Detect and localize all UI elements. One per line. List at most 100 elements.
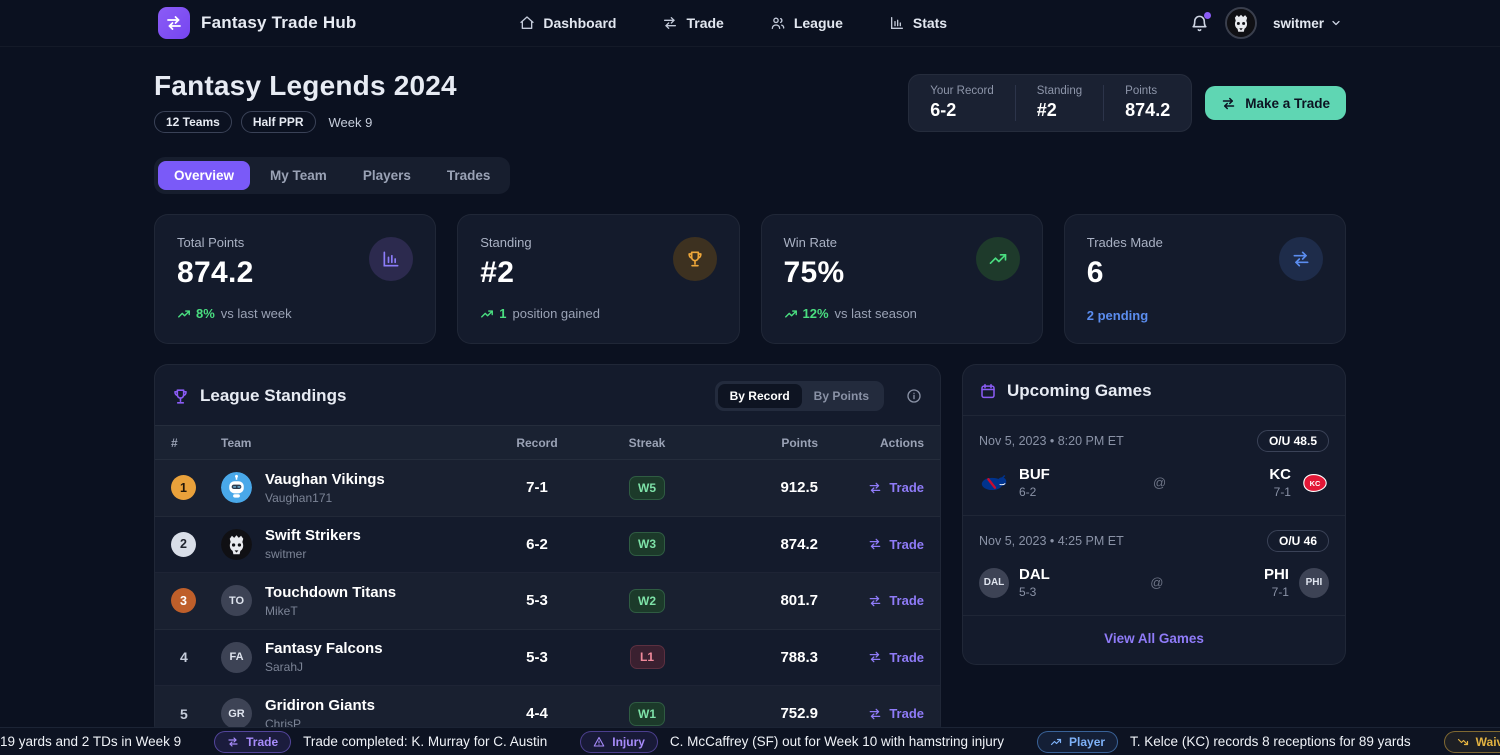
- trade-label: Trade: [889, 649, 924, 665]
- table-row-fantasy-falcons[interactable]: 4 FA Fantasy Falcons SarahJ 5-3 L1 788.3…: [155, 630, 940, 686]
- summary-points: Points 874.2: [1103, 85, 1191, 121]
- table-row-gridiron-giants[interactable]: 5 GR Gridiron Giants ChrisP 4-4 W1 752.9…: [155, 686, 940, 738]
- nav-league-label: League: [793, 15, 843, 31]
- initials-avatar: GR: [221, 698, 252, 730]
- stat-label: Win Rate: [783, 235, 837, 250]
- nav-trade[interactable]: Trade: [662, 15, 724, 31]
- notification-dot: [1203, 11, 1211, 19]
- record-cell: 7-1: [526, 479, 548, 497]
- trending-up-icon: [1050, 736, 1062, 748]
- swap-icon: [1279, 237, 1323, 281]
- tab-players[interactable]: Players: [362, 168, 411, 183]
- trend-caption: vs last season: [834, 306, 917, 321]
- badge-label: Player: [1069, 734, 1106, 749]
- trade-label: Trade: [889, 536, 924, 552]
- swap-icon: [1221, 96, 1236, 111]
- brand[interactable]: Fantasy Trade Hub: [158, 7, 357, 39]
- toggle-by-record[interactable]: By Record: [717, 384, 802, 408]
- ticker-text: T. Kelce (KC) records 8 receptions for 8…: [1130, 734, 1411, 749]
- svg-text:KC: KC: [1310, 478, 1321, 487]
- stat-card-trades-made: Trades Made 6 2 pending: [1063, 214, 1346, 344]
- stat-cards: Total Points 874.2 8% vs last week Stand…: [154, 214, 1346, 344]
- notifications-bell-icon[interactable]: [1190, 11, 1211, 33]
- nav-dashboard[interactable]: Dashboard: [519, 15, 616, 31]
- summary-standing: Standing #2: [1014, 85, 1103, 121]
- table-row-touchdown-titans[interactable]: 3 TO Touchdown Titans MikeT 5-3 W2 801.7…: [155, 573, 940, 630]
- home-icon: [519, 15, 535, 31]
- badge-label: Trade: [246, 734, 279, 749]
- trade-button[interactable]: Trade: [832, 480, 924, 495]
- games-title: Upcoming Games: [1007, 381, 1152, 400]
- points-cell: 801.7: [780, 592, 818, 610]
- rank-badge-silver: 2: [171, 531, 196, 557]
- nav-stats-label: Stats: [912, 15, 948, 31]
- stat-card-total-points: Total Points 874.2 8% vs last week: [154, 214, 437, 344]
- user-menu[interactable]: switmer: [1273, 16, 1342, 31]
- col-record: Record: [516, 435, 558, 450]
- news-ticker[interactable]: 19 yards and 2 TDs in Week 9 Trade Trade…: [0, 727, 1500, 755]
- col-streak: Streak: [628, 435, 666, 450]
- stat-label: Standing: [480, 235, 532, 250]
- trade-label: Trade: [889, 480, 924, 496]
- swap-icon: [868, 481, 882, 495]
- stat-card-standing: Standing #2 1 position gained: [457, 214, 740, 344]
- ticker-item: Injury C. McCaffrey (SF) out for Week 10…: [580, 730, 1004, 753]
- stat-label: Trades Made: [1086, 235, 1163, 250]
- points-value: 874.2: [1125, 100, 1171, 120]
- info-icon[interactable]: [906, 388, 922, 404]
- skull-mascot-avatar: [221, 528, 252, 560]
- team-owner: Vaughan171: [265, 490, 333, 505]
- game-buf-kc[interactable]: Nov 5, 2023 • 8:20 PM ET O/U 48.5 BUF 6-…: [963, 416, 1345, 515]
- trade-badge: Trade: [214, 730, 292, 753]
- main-nav: Dashboard Trade League Stats: [519, 15, 947, 31]
- rank-badge-gold: 1: [171, 475, 196, 501]
- stat-value: 874.2: [177, 256, 254, 289]
- app-title: Fantasy Trade Hub: [201, 13, 357, 32]
- waiver-badge: Waiver: [1443, 730, 1500, 753]
- nav-league[interactable]: League: [770, 15, 843, 31]
- record-summary-card: Your Record 6-2 Standing #2 Points 874.2: [908, 74, 1193, 132]
- tab-overview[interactable]: Overview: [158, 161, 251, 190]
- ticker-text: 19 yards and 2 TDs in Week 9: [0, 734, 182, 749]
- bar-chart-icon: [369, 237, 414, 281]
- team-name: Fantasy Falcons: [265, 640, 383, 658]
- user-avatar[interactable]: [1224, 7, 1257, 39]
- trade-button[interactable]: Trade: [832, 537, 924, 552]
- tab-my-team[interactable]: My Team: [270, 168, 327, 183]
- record-cell: 4-4: [526, 705, 548, 723]
- standing-label: Standing: [1036, 85, 1083, 97]
- ticker-item: 19 yards and 2 TDs in Week 9: [0, 734, 181, 749]
- home-team-abbr: KC: [1269, 466, 1291, 483]
- trade-button[interactable]: Trade: [832, 706, 924, 721]
- standings-title: League Standings: [200, 386, 347, 405]
- ticker-item: Waiver D. Hopkins claimed off waivers: [1443, 730, 1500, 753]
- table-row-vaughan-vikings[interactable]: 1 Vaughan Vikings Vaughan171 7-1 W5 912.…: [155, 460, 940, 517]
- scoring-badge: Half PPR: [240, 111, 316, 133]
- nav-stats[interactable]: Stats: [889, 15, 947, 31]
- over-under-badge: O/U 46: [1266, 530, 1329, 552]
- streak-badge: W1: [629, 701, 665, 726]
- pending-trades-note[interactable]: 2 pending: [1086, 308, 1149, 323]
- away-team-abbr: BUF: [1019, 466, 1050, 483]
- streak-badge: W5: [629, 475, 665, 500]
- table-row-swift-strikers[interactable]: 2 Swift Strikers switmer 6-2 W3 874.2 Tr…: [155, 517, 940, 573]
- points-cell: 874.2: [780, 535, 818, 553]
- tab-trades[interactable]: Trades: [446, 168, 491, 183]
- points-cell: 788.3: [780, 648, 818, 666]
- trending-down-icon: [1457, 736, 1469, 748]
- stat-value: 6: [1086, 256, 1104, 289]
- make-a-trade-button[interactable]: Make a Trade: [1205, 86, 1346, 120]
- trade-button[interactable]: Trade: [832, 593, 924, 608]
- app-logo-swap-icon: [158, 7, 190, 39]
- streak-badge: W2: [629, 588, 665, 613]
- swap-icon: [868, 537, 882, 551]
- view-all-games-link[interactable]: View All Games: [1104, 631, 1204, 646]
- away-team-abbr: DAL: [1019, 566, 1050, 583]
- toggle-by-points[interactable]: By Points: [813, 389, 869, 403]
- trade-button[interactable]: Trade: [832, 650, 924, 665]
- over-under-badge: O/U 48.5: [1256, 430, 1329, 452]
- game-dal-phi[interactable]: Nov 5, 2023 • 4:25 PM ET O/U 46 DAL DAL …: [963, 515, 1345, 615]
- ticker-item: Player T. Kelce (KC) records 8 reception…: [1037, 730, 1411, 753]
- swap-icon: [868, 650, 882, 664]
- streak-badge: L1: [629, 645, 665, 670]
